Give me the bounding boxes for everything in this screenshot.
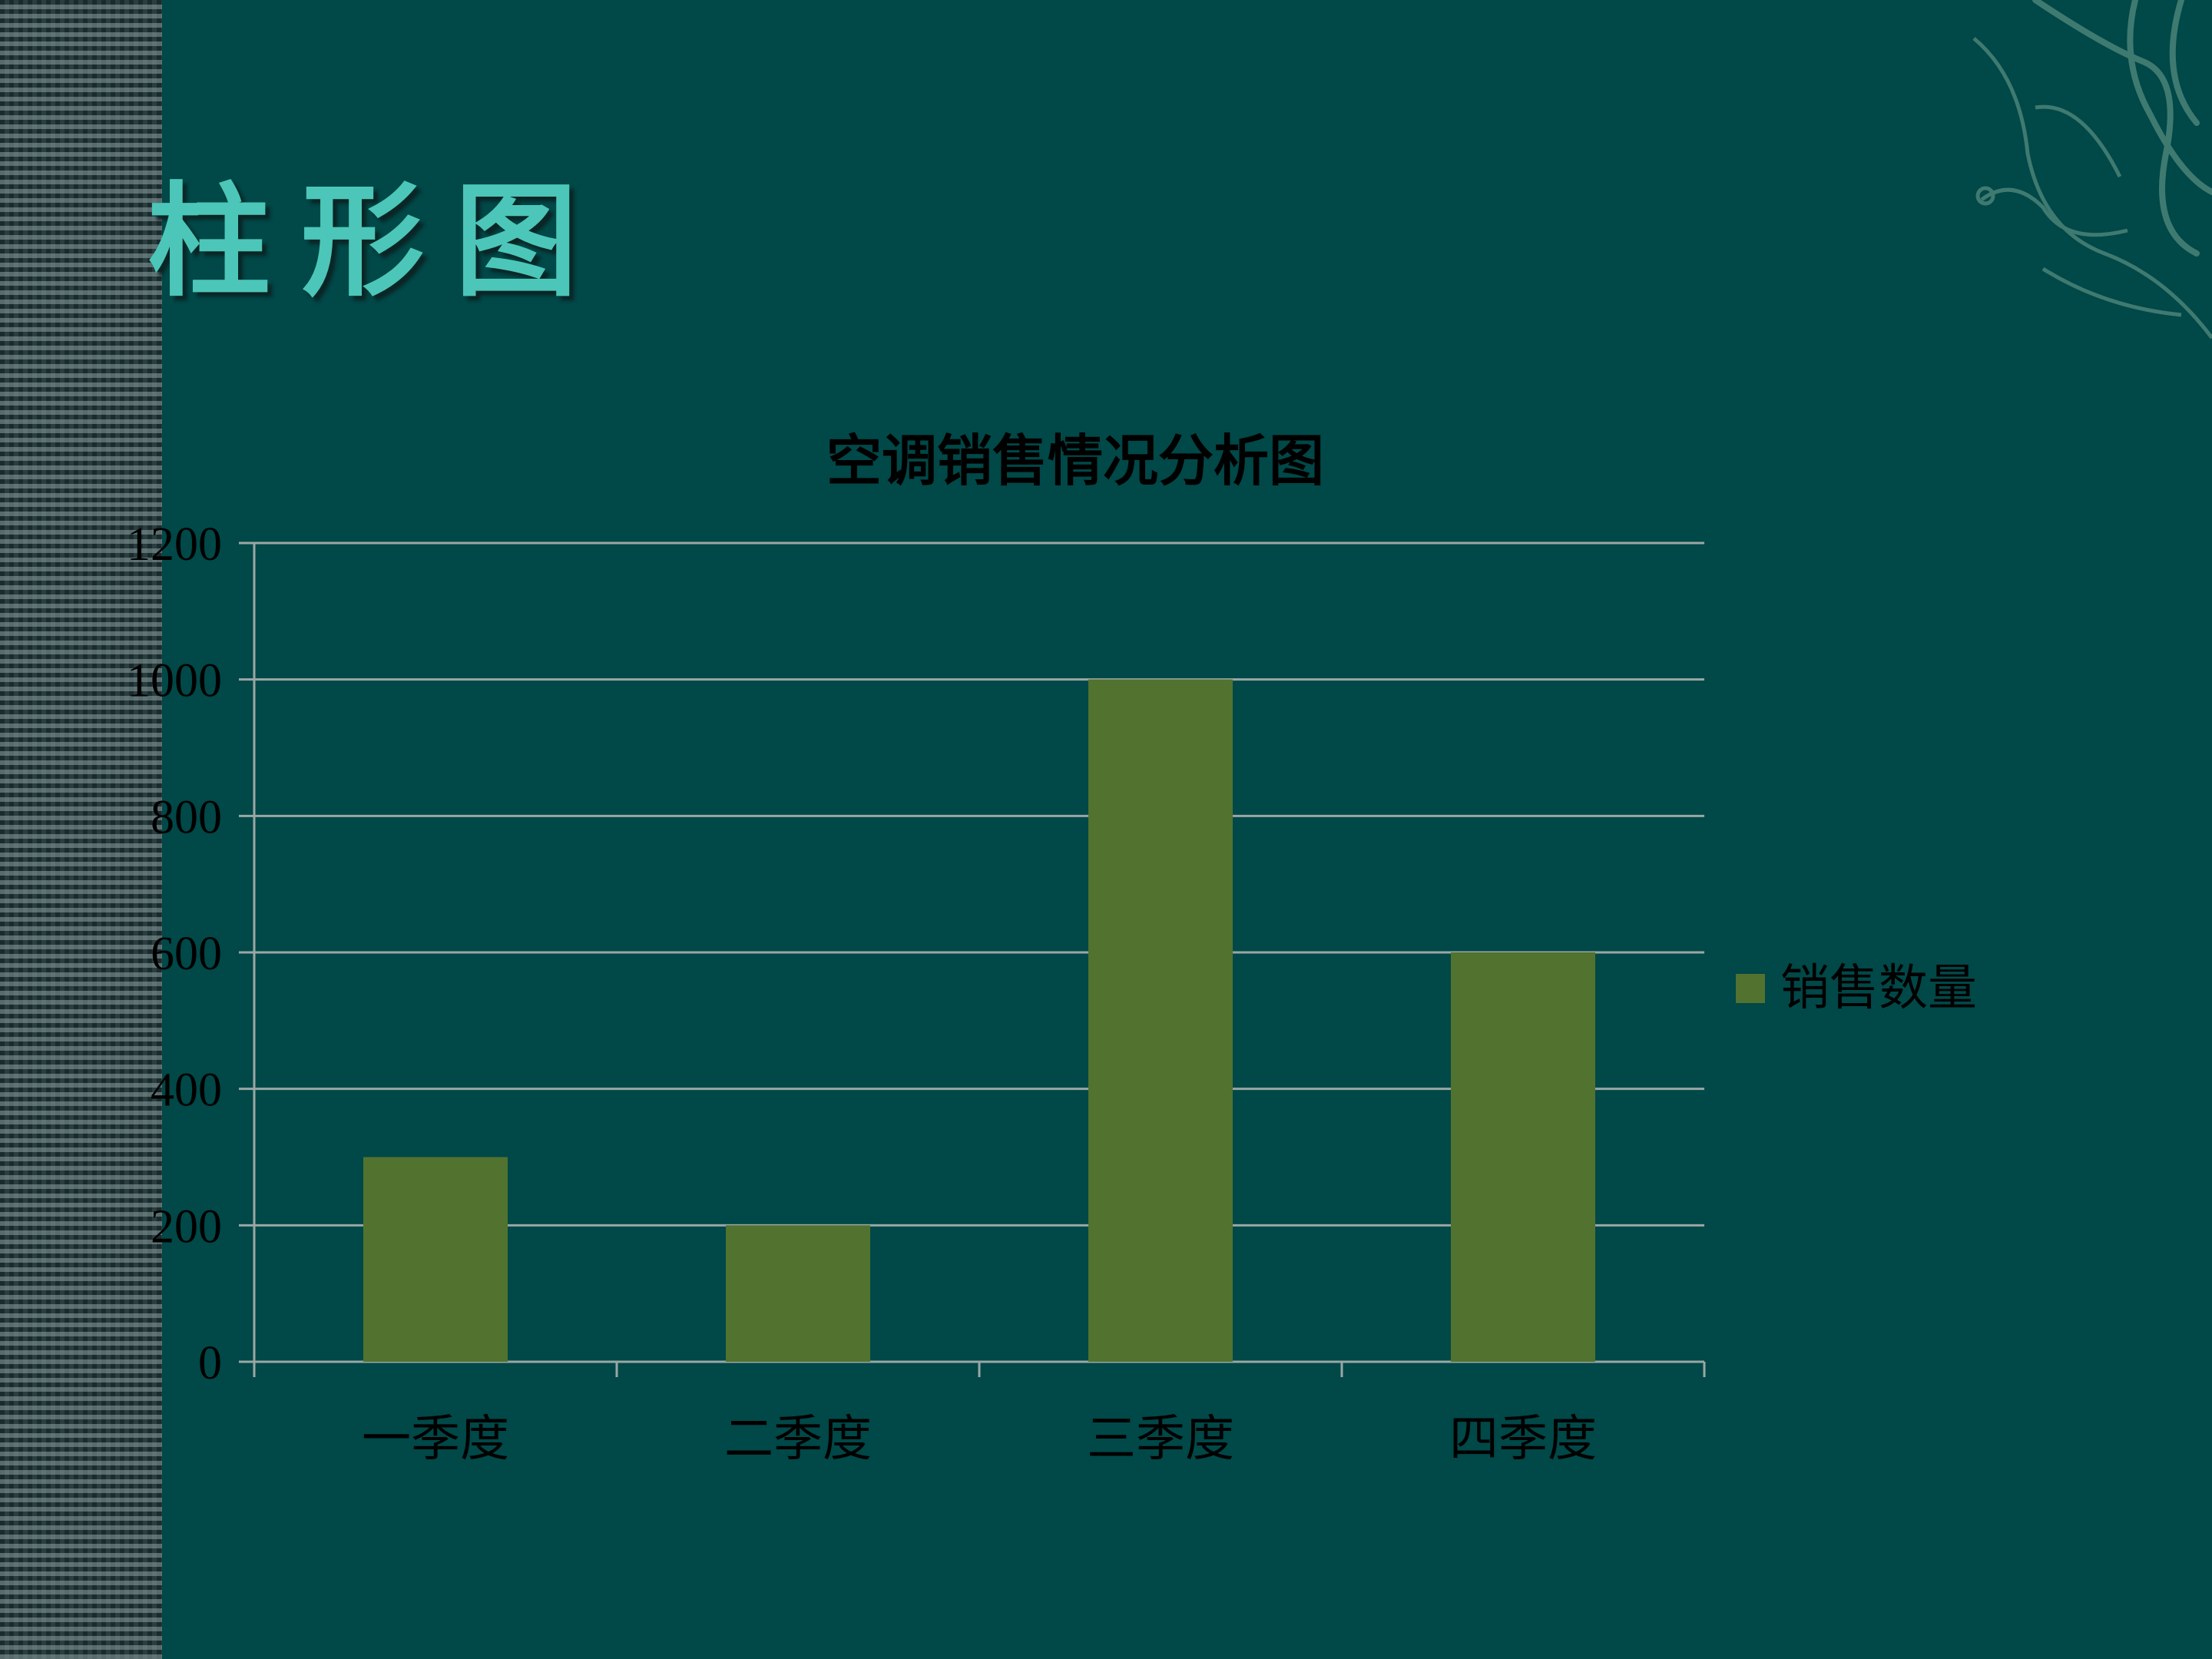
- x-category-label: 二季度: [724, 1411, 872, 1468]
- phoenix-decoration-icon: [1972, 0, 2212, 339]
- y-tick-label: 800: [151, 791, 222, 843]
- decorative-pattern-strip: [0, 0, 162, 1659]
- x-category-label: 一季度: [362, 1411, 509, 1468]
- y-tick-label: 1200: [127, 518, 222, 571]
- chart-title: 空调销售情况分析图: [826, 429, 1324, 493]
- legend-swatch: [1736, 974, 1765, 1003]
- y-tick-label: 600: [151, 928, 222, 980]
- bar-2: [726, 1225, 870, 1362]
- x-category-label: 四季度: [1449, 1411, 1597, 1468]
- y-tick-label: 1000: [127, 655, 222, 707]
- x-category-label: 三季度: [1087, 1411, 1234, 1468]
- legend-label: 销售数量: [1780, 960, 1977, 1017]
- bar-1: [363, 1157, 508, 1362]
- bar-3: [1088, 679, 1233, 1362]
- y-tick-label: 200: [151, 1200, 222, 1253]
- bar-4: [1451, 952, 1595, 1362]
- y-tick-label: 400: [151, 1065, 222, 1117]
- y-tick-label: 0: [198, 1337, 222, 1389]
- slide-title: 柱形图: [147, 169, 609, 313]
